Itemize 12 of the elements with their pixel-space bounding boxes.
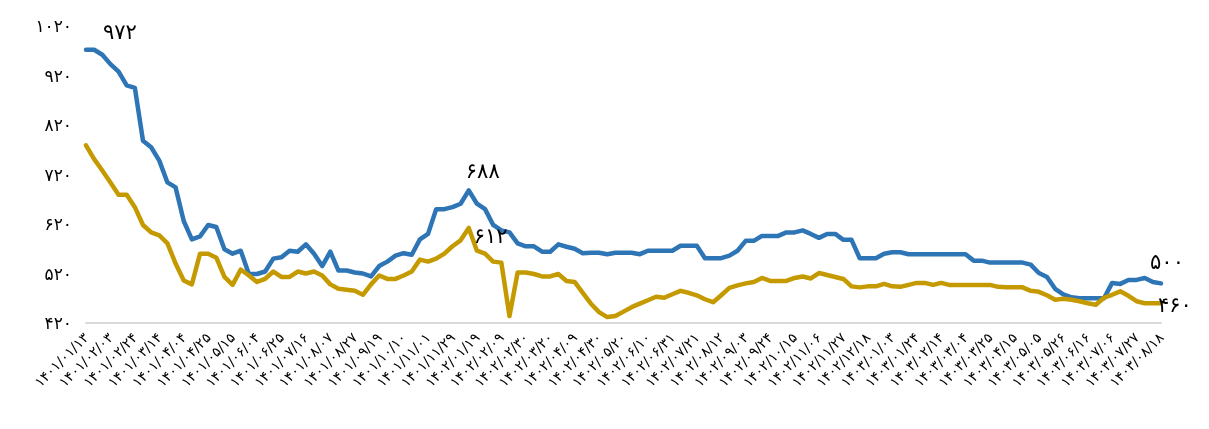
y-tick-label: ۸۲۰ <box>44 115 72 135</box>
y-tick-label: ۵۲۰ <box>44 263 72 284</box>
data-label: ۶۱۲ <box>473 223 508 248</box>
y-tick-label: ۹۲۰ <box>44 65 72 86</box>
data-label: ۴۶۰ <box>1158 293 1192 318</box>
data-label: ۹۷۲ <box>103 19 137 44</box>
data-label: ۶۸۸ <box>465 158 500 183</box>
data-label: ۵۰۰ <box>1150 249 1184 274</box>
y-tick-label: ۱۰۲۰ <box>35 16 72 36</box>
y-tick-label: ۷۲۰ <box>44 164 72 185</box>
y-tick-label: ۶۲۰ <box>44 214 72 234</box>
y-tick-label: ۴۲۰ <box>44 313 72 333</box>
